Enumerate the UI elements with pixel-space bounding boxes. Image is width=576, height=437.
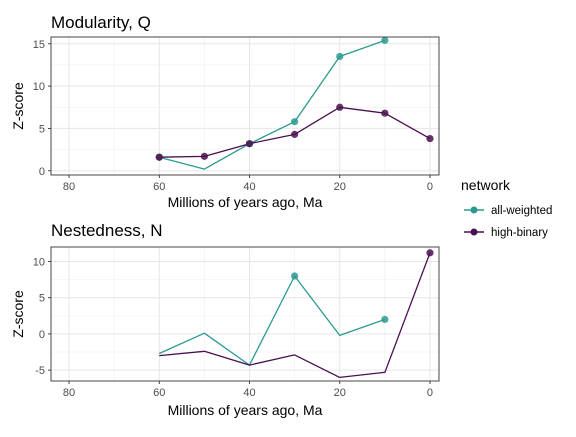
data-point-all-weighted <box>291 118 299 126</box>
x-axis-ticks: 80 60 40 20 0 <box>63 175 433 193</box>
data-point-all-weighted <box>381 36 389 44</box>
legend-item-high-binary: high-binary <box>464 227 548 239</box>
panel-title: Modularity, Q <box>51 13 151 32</box>
x-axis-label: Millions of years ago, Ma <box>168 194 323 210</box>
x-tick-label: 40 <box>243 387 255 399</box>
legend-key-marker <box>470 228 478 236</box>
x-tick-label: 20 <box>334 181 346 193</box>
data-point-high-binary <box>245 140 254 148</box>
x-tick-label: 60 <box>153 181 165 193</box>
x-axis-ticks: 80 60 40 20 0 <box>63 381 433 399</box>
panel-border <box>50 36 440 176</box>
nestedness-panel: Nestedness, N -5 0 5 10 80 60 40 20 0 Millions … <box>10 221 440 418</box>
data-point-all-weighted <box>381 315 389 324</box>
x-tick-label: 80 <box>63 181 75 193</box>
y-tick-label: 0 <box>39 329 45 341</box>
panel-title: Nestedness, N <box>51 221 163 240</box>
data-point-high-binary <box>426 249 434 257</box>
data-point-high-binary <box>336 103 344 111</box>
series-line-all-weighted <box>159 275 386 366</box>
series-lines <box>159 252 431 379</box>
legend-item-label: all-weighted <box>491 205 552 217</box>
data-point-high-binary <box>155 153 163 161</box>
modularity-panel: Modularity, Q 0 5 10 15 80 60 40 20 0 Millions … <box>10 13 440 210</box>
x-tick-label: 60 <box>153 387 165 399</box>
x-tick-label: 0 <box>427 181 433 193</box>
legend: network all-weighted high-binary <box>461 177 552 239</box>
series-line-high-binary <box>159 252 431 379</box>
legend-key-marker <box>470 206 478 214</box>
y-tick-label: 15 <box>33 39 45 51</box>
x-axis-label: Millions of years ago, Ma <box>168 402 323 418</box>
data-point-all-weighted <box>336 52 344 61</box>
data-point-high-binary <box>200 152 208 160</box>
series-line-all-weighted <box>159 39 386 170</box>
data-point-high-binary <box>381 109 389 117</box>
y-axis-ticks: 0 5 10 15 <box>33 39 51 178</box>
legend-item-label: high-binary <box>491 227 548 239</box>
y-tick-label: -5 <box>35 365 45 377</box>
grid <box>51 37 439 175</box>
series-markers <box>291 249 434 324</box>
y-tick-label: 5 <box>39 293 45 305</box>
y-tick-label: 10 <box>33 256 45 268</box>
legend-title: network <box>461 177 511 193</box>
panel-border <box>50 246 440 382</box>
grid <box>51 247 439 381</box>
data-point-high-binary <box>426 134 434 143</box>
data-point-high-binary <box>291 130 299 138</box>
x-tick-label: 80 <box>63 387 75 399</box>
x-tick-label: 40 <box>243 181 255 193</box>
x-tick-label: 20 <box>334 387 346 399</box>
legend-item-all-weighted: all-weighted <box>464 205 552 217</box>
y-axis-label: Z-score <box>10 82 26 130</box>
y-axis-label: Z-score <box>10 290 26 338</box>
y-tick-label: 0 <box>39 166 45 178</box>
data-point-all-weighted <box>291 272 299 280</box>
y-tick-label: 5 <box>39 123 45 135</box>
y-tick-label: 10 <box>33 81 45 93</box>
x-tick-label: 0 <box>427 387 433 399</box>
y-axis-ticks: -5 0 5 10 <box>33 256 51 377</box>
series-markers <box>155 36 434 161</box>
